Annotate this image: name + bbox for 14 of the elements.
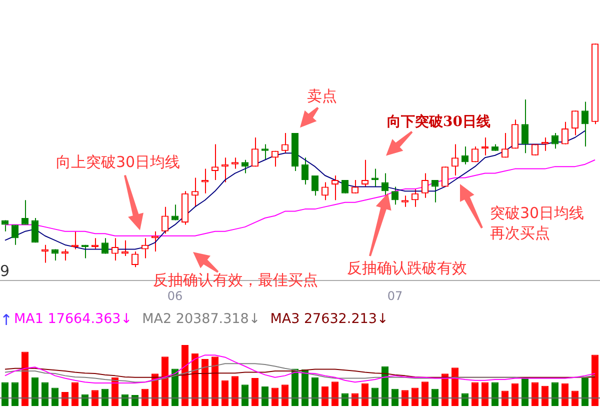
annotation: 再次买点 (490, 224, 550, 242)
text: MA3 27632.213↓ (270, 311, 388, 327)
annotation: 9 (0, 262, 10, 280)
text: 反抽确认有效，最佳买点 (153, 271, 318, 289)
text: MA2 20387.318↓ (142, 311, 260, 327)
x-tick-label: 07 (387, 288, 403, 303)
text: ↑ (0, 311, 13, 329)
annotation: 向下突破30日线 (387, 113, 490, 131)
x-tick-label: 06 (167, 288, 183, 303)
annotation: 向上突破30日均线 (56, 153, 180, 171)
annotation: 反抽确认跌破有效 (347, 259, 467, 277)
annotation: 卖点 (307, 87, 337, 105)
annotation: 突破30日均线 (490, 204, 584, 222)
text: MA1 17664.363↓ (14, 311, 132, 327)
